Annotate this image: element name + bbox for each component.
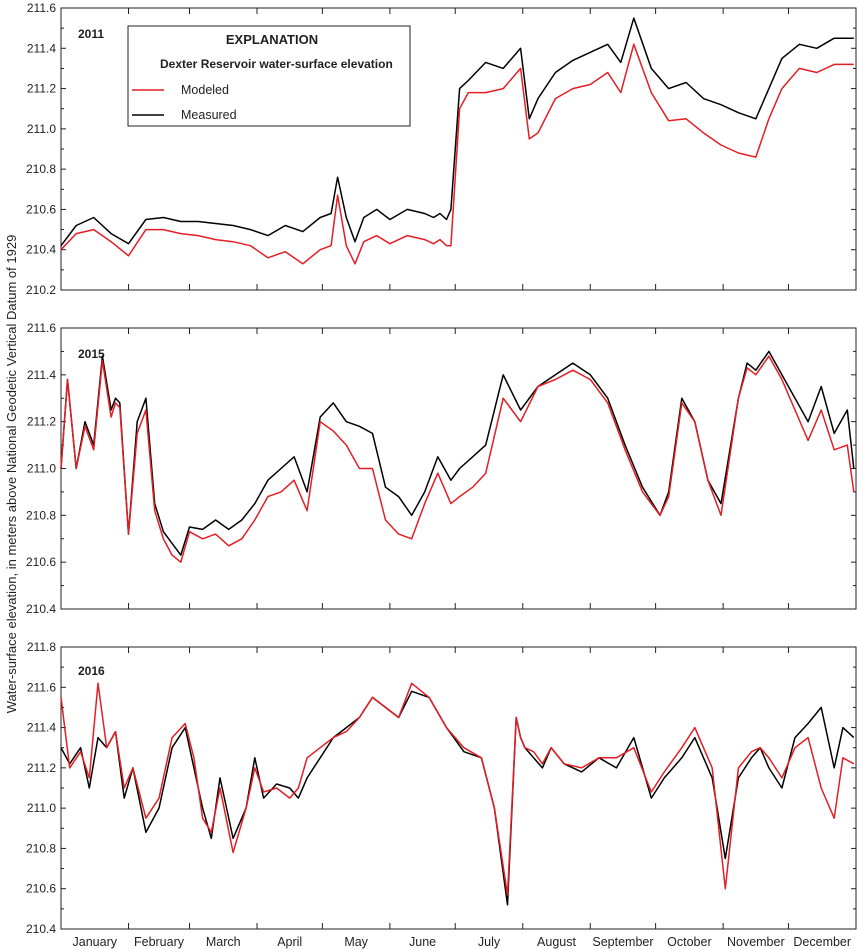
month-label: March	[206, 935, 241, 949]
y-tick-label: 210.8	[26, 508, 56, 522]
y-tick-label: 210.4	[26, 243, 56, 257]
y-tick-label: 211.0	[27, 122, 56, 136]
y-tick-label: 210.4	[26, 602, 56, 616]
legend-modeled-label: Modeled	[181, 83, 229, 97]
month-label: May	[344, 935, 368, 949]
month-label: October	[667, 935, 711, 949]
y-tick-label: 211.4	[27, 41, 56, 55]
y-tick-label: 211.0	[27, 462, 56, 476]
y-axis-label: Water-surface elevation, in meters above…	[4, 235, 19, 714]
month-label: December	[793, 935, 851, 949]
panel-year-label: 2011	[78, 27, 104, 41]
y-tick-label: 210.6	[26, 555, 56, 569]
y-tick-label: 210.6	[26, 202, 56, 216]
y-tick-label: 210.6	[26, 882, 56, 896]
panel-2011: 2011 210.2 210.4 210.6 210.8 211.0 211.2 211.4…	[26, 1, 857, 297]
plot-frame	[60, 327, 857, 610]
month-label: November	[727, 935, 785, 949]
legend-box	[127, 25, 411, 127]
series-line-measured	[60, 17, 854, 247]
legend-measured-label: Measured	[181, 108, 237, 122]
month-label: February	[134, 935, 185, 949]
month-axis-labels: January February March April May June July Augu…	[73, 935, 852, 949]
y-tick-label: 211.0	[27, 801, 56, 815]
series-line-modeled	[60, 43, 854, 265]
legend: EXPLANATION Dexter Reservoir water-surfa…	[127, 25, 411, 127]
panel-2016: 2016 210.4 210.6 210.8 211.0 211.2 211.4 211.6…	[26, 640, 857, 936]
month-label: January	[73, 935, 118, 949]
series-line-modeled	[60, 682, 855, 896]
legend-title: EXPLANATION	[226, 32, 318, 47]
y-tick-label: 210.2	[26, 283, 56, 297]
panel-year-label: 2015	[78, 347, 105, 361]
month-label: September	[592, 935, 653, 949]
series-line-measured	[60, 350, 855, 556]
y-tick-label: 211.2	[27, 761, 56, 775]
legend-subtitle: Dexter Reservoir water-surface elevation	[160, 57, 393, 71]
y-tick-label: 211.6	[27, 680, 56, 694]
panel-year-label: 2016	[78, 664, 105, 678]
month-label: August	[537, 935, 576, 949]
y-tick-label: 211.6	[27, 321, 56, 335]
month-label: July	[478, 935, 501, 949]
y-tick-label: 210.4	[26, 922, 56, 936]
y-tick-label: 211.2	[27, 82, 56, 96]
y-tick-label: 211.2	[27, 415, 56, 429]
panel-2015: 2015 210.4 210.6 210.8 211.0 211.2 211.4 211.6	[26, 321, 857, 616]
y-tick-label: 211.4	[27, 721, 56, 735]
y-tick-label: 211.8	[27, 640, 56, 654]
series-line-modeled	[60, 355, 855, 563]
y-tick-label: 210.8	[26, 841, 56, 855]
y-tick-label: 211.4	[27, 368, 56, 382]
y-tick-label: 211.6	[27, 1, 56, 15]
month-label: June	[409, 935, 436, 949]
month-label: April	[277, 935, 302, 949]
y-tick-label: 210.8	[26, 162, 56, 176]
